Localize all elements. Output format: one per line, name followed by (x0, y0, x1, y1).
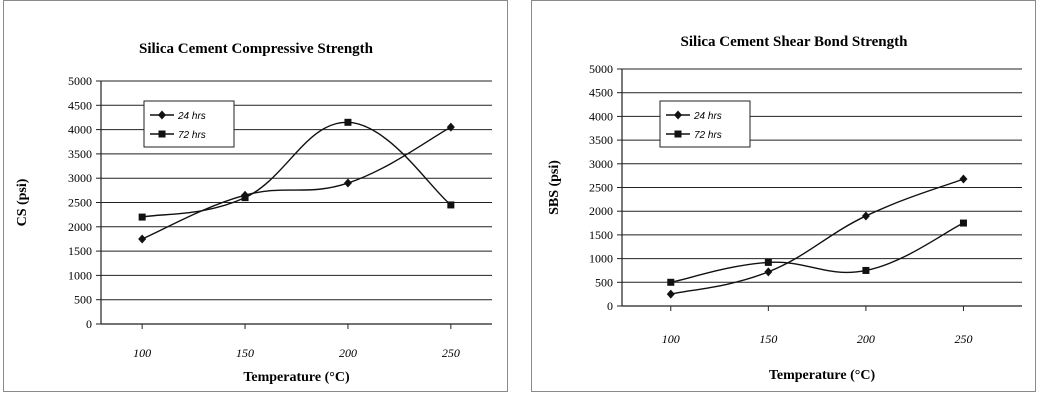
x-tick-label: 200 (339, 346, 357, 360)
x-tick-label: 150 (759, 332, 777, 346)
y-tick-label: 3500 (68, 147, 92, 161)
data-point (861, 211, 870, 221)
data-point (667, 278, 675, 286)
data-point (138, 234, 147, 244)
legend-swatch-marker (158, 130, 166, 138)
series-line (670, 222, 964, 283)
data-point (959, 174, 968, 184)
data-point (862, 266, 870, 274)
legend-box (143, 100, 235, 148)
compressive-strength-chart: Silica Cement Compressive Strength 0 500 10… (15, 41, 492, 385)
legend-label: 24 hrs (693, 111, 722, 122)
x-tick-label: 100 (133, 346, 151, 360)
shear-bond-strength-chart: Silica Cement Shear Bond Strength 0 500 100… (547, 34, 1022, 383)
y-tick-label: 1000 (589, 252, 613, 266)
y-tick-label: 2500 (589, 181, 613, 195)
chart-panel-shear-bond: Silica Cement Shear Bond Strength 0 500 100… (531, 0, 1036, 392)
legend-label: 72 hrs (178, 130, 206, 141)
data-point (764, 258, 772, 266)
x-tick-label: 100 (662, 332, 680, 346)
series-1 (667, 219, 967, 286)
x-tick-label: 250 (954, 332, 972, 346)
data-point (666, 289, 675, 299)
y-tick-label: 2000 (589, 204, 613, 218)
y-tick-label: 3500 (589, 133, 613, 147)
data-point (343, 178, 352, 188)
y-tick-label: 1500 (68, 244, 92, 258)
y-tick-label: 2500 (68, 196, 92, 210)
x-axis-label: Temperature (°C) (769, 368, 876, 383)
data-point (138, 213, 146, 221)
x-tick-label: 250 (442, 346, 460, 360)
y-tick-label: 4500 (589, 86, 613, 100)
y-tick-label: 3000 (68, 171, 92, 185)
y-tick-label: 2000 (68, 220, 92, 234)
chart-title: Silica Cement Compressive Strength (139, 41, 374, 57)
legend-label: 72 hrs (694, 130, 722, 141)
data-point (764, 267, 773, 277)
legend-swatch-marker (674, 110, 682, 120)
chart-title: Silica Cement Shear Bond Strength (681, 34, 909, 50)
data-point (446, 122, 455, 132)
y-tick-label: 0 (607, 299, 613, 313)
legend: 24 hrs 72 hrs (143, 100, 235, 148)
y-tick-label: 3000 (589, 157, 613, 171)
legend-swatch-marker (158, 110, 166, 120)
legend-box (659, 100, 751, 148)
data-point (241, 194, 249, 202)
y-tick-label: 5000 (589, 62, 613, 76)
x-tick-label: 150 (236, 346, 254, 360)
legend: 24 hrs 72 hrs (659, 100, 751, 148)
legend-label: 24 hrs (177, 111, 206, 122)
chart-panel-compressive: Silica Cement Compressive Strength 0 500 10… (3, 0, 508, 392)
y-tick-label: 1500 (589, 228, 613, 242)
data-point (344, 118, 352, 126)
y-tick-label: 500 (595, 275, 613, 289)
series-line (141, 126, 452, 240)
x-tick-label: 200 (857, 332, 875, 346)
series-line (142, 121, 452, 218)
x-axis-label: Temperature (°C) (243, 370, 350, 385)
series-1 (138, 118, 455, 221)
y-tick-label: 500 (74, 293, 92, 307)
y-tick-label: 4000 (68, 123, 92, 137)
data-point (959, 219, 967, 227)
series-0 (666, 174, 968, 299)
data-point (447, 201, 455, 209)
legend-swatch-marker (674, 130, 682, 138)
y-tick-label: 5000 (68, 74, 92, 88)
y-tick-label: 4000 (589, 109, 613, 123)
y-tick-label: 4500 (68, 98, 92, 112)
y-tick-label: 0 (86, 317, 92, 331)
series-line (670, 178, 964, 295)
y-axis-label: SBS (psi) (547, 160, 562, 215)
y-axis-label: CS (psi) (15, 178, 30, 226)
y-tick-label: 1000 (68, 268, 92, 282)
